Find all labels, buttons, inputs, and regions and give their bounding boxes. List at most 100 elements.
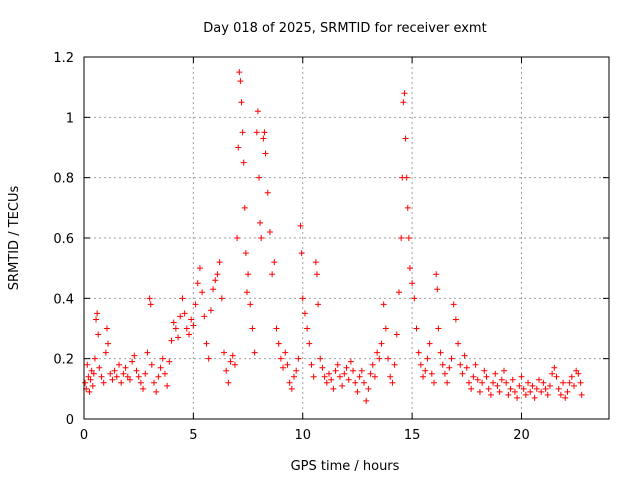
data-point <box>326 370 332 377</box>
data-point <box>566 379 573 386</box>
data-point <box>507 385 514 392</box>
data-point <box>336 373 343 380</box>
data-point <box>405 235 412 241</box>
y-tick-label: 0.6 <box>53 232 74 247</box>
data-point <box>231 361 238 368</box>
data-point <box>498 376 505 383</box>
data-point <box>371 373 378 380</box>
data-point <box>406 265 413 272</box>
data-point <box>369 361 376 368</box>
data-point <box>527 388 534 395</box>
data-point <box>243 289 250 296</box>
data-point <box>207 307 214 314</box>
data-point <box>242 250 249 257</box>
data-point <box>466 379 472 386</box>
data-point <box>323 379 330 386</box>
data-point <box>435 325 442 332</box>
data-point <box>181 310 188 317</box>
data-point <box>183 325 190 332</box>
data-point <box>380 301 387 308</box>
data-point <box>124 373 131 380</box>
data-point <box>306 340 313 347</box>
data-point <box>439 361 446 368</box>
data-point <box>223 367 230 374</box>
data-point <box>129 358 136 365</box>
y-tick-label: 0.2 <box>53 353 74 368</box>
data-point <box>391 361 398 368</box>
data-point <box>237 78 244 85</box>
data-point <box>455 340 462 347</box>
data-point <box>168 337 175 344</box>
data-point <box>350 367 357 374</box>
data-point <box>301 310 308 317</box>
data-point <box>241 204 248 211</box>
data-point <box>295 355 302 362</box>
data-point <box>452 316 459 323</box>
data-point <box>441 370 448 377</box>
data-point <box>385 355 392 362</box>
data-point <box>251 349 258 356</box>
data-point <box>188 316 195 323</box>
data-point <box>199 289 206 296</box>
data-point <box>555 385 562 392</box>
data-point <box>103 325 110 332</box>
data-point <box>461 352 468 359</box>
data-point <box>378 340 385 347</box>
y-tick-label: 0.4 <box>53 292 74 307</box>
data-point <box>221 349 227 356</box>
data-point <box>529 382 536 389</box>
data-point <box>457 361 464 368</box>
data-point <box>153 388 160 395</box>
data-point <box>354 388 361 395</box>
data-point <box>402 135 409 142</box>
data-point <box>247 301 254 308</box>
data-point <box>387 373 394 380</box>
data-point <box>135 373 142 380</box>
data-point <box>284 361 291 368</box>
data-point <box>280 364 287 371</box>
data-point <box>557 391 564 398</box>
data-point <box>113 373 120 380</box>
data-point <box>282 349 289 356</box>
data-point <box>102 349 109 356</box>
data-point <box>494 382 501 389</box>
data-point <box>95 331 102 338</box>
data-point <box>376 355 383 362</box>
data-points <box>82 69 585 404</box>
data-point <box>393 331 400 338</box>
data-point <box>575 370 582 377</box>
data-point <box>266 228 273 235</box>
data-point <box>131 352 138 359</box>
data-point <box>186 331 192 338</box>
data-point <box>240 159 247 166</box>
data-point <box>133 367 140 374</box>
data-point <box>525 379 532 386</box>
data-point <box>317 355 324 362</box>
data-point <box>86 388 93 395</box>
data-point <box>343 364 350 371</box>
data-point <box>413 325 420 332</box>
data-point <box>472 361 479 368</box>
data-point <box>334 361 341 368</box>
data-point <box>194 280 201 287</box>
data-point <box>540 379 547 386</box>
data-point <box>401 90 408 97</box>
data-point <box>144 349 151 356</box>
data-point <box>262 150 269 157</box>
data-point <box>304 325 311 332</box>
data-point <box>448 355 455 362</box>
data-point <box>568 373 575 380</box>
data-point <box>417 361 424 368</box>
data-point <box>137 379 144 386</box>
data-point <box>216 259 223 266</box>
grid <box>84 57 609 419</box>
data-point <box>374 349 381 356</box>
data-point <box>341 370 348 377</box>
data-point <box>577 379 584 386</box>
data-point <box>146 295 153 302</box>
data-point <box>161 370 168 377</box>
data-point <box>516 382 523 389</box>
data-point <box>330 385 337 392</box>
data-point <box>411 295 418 302</box>
data-point <box>293 367 300 374</box>
